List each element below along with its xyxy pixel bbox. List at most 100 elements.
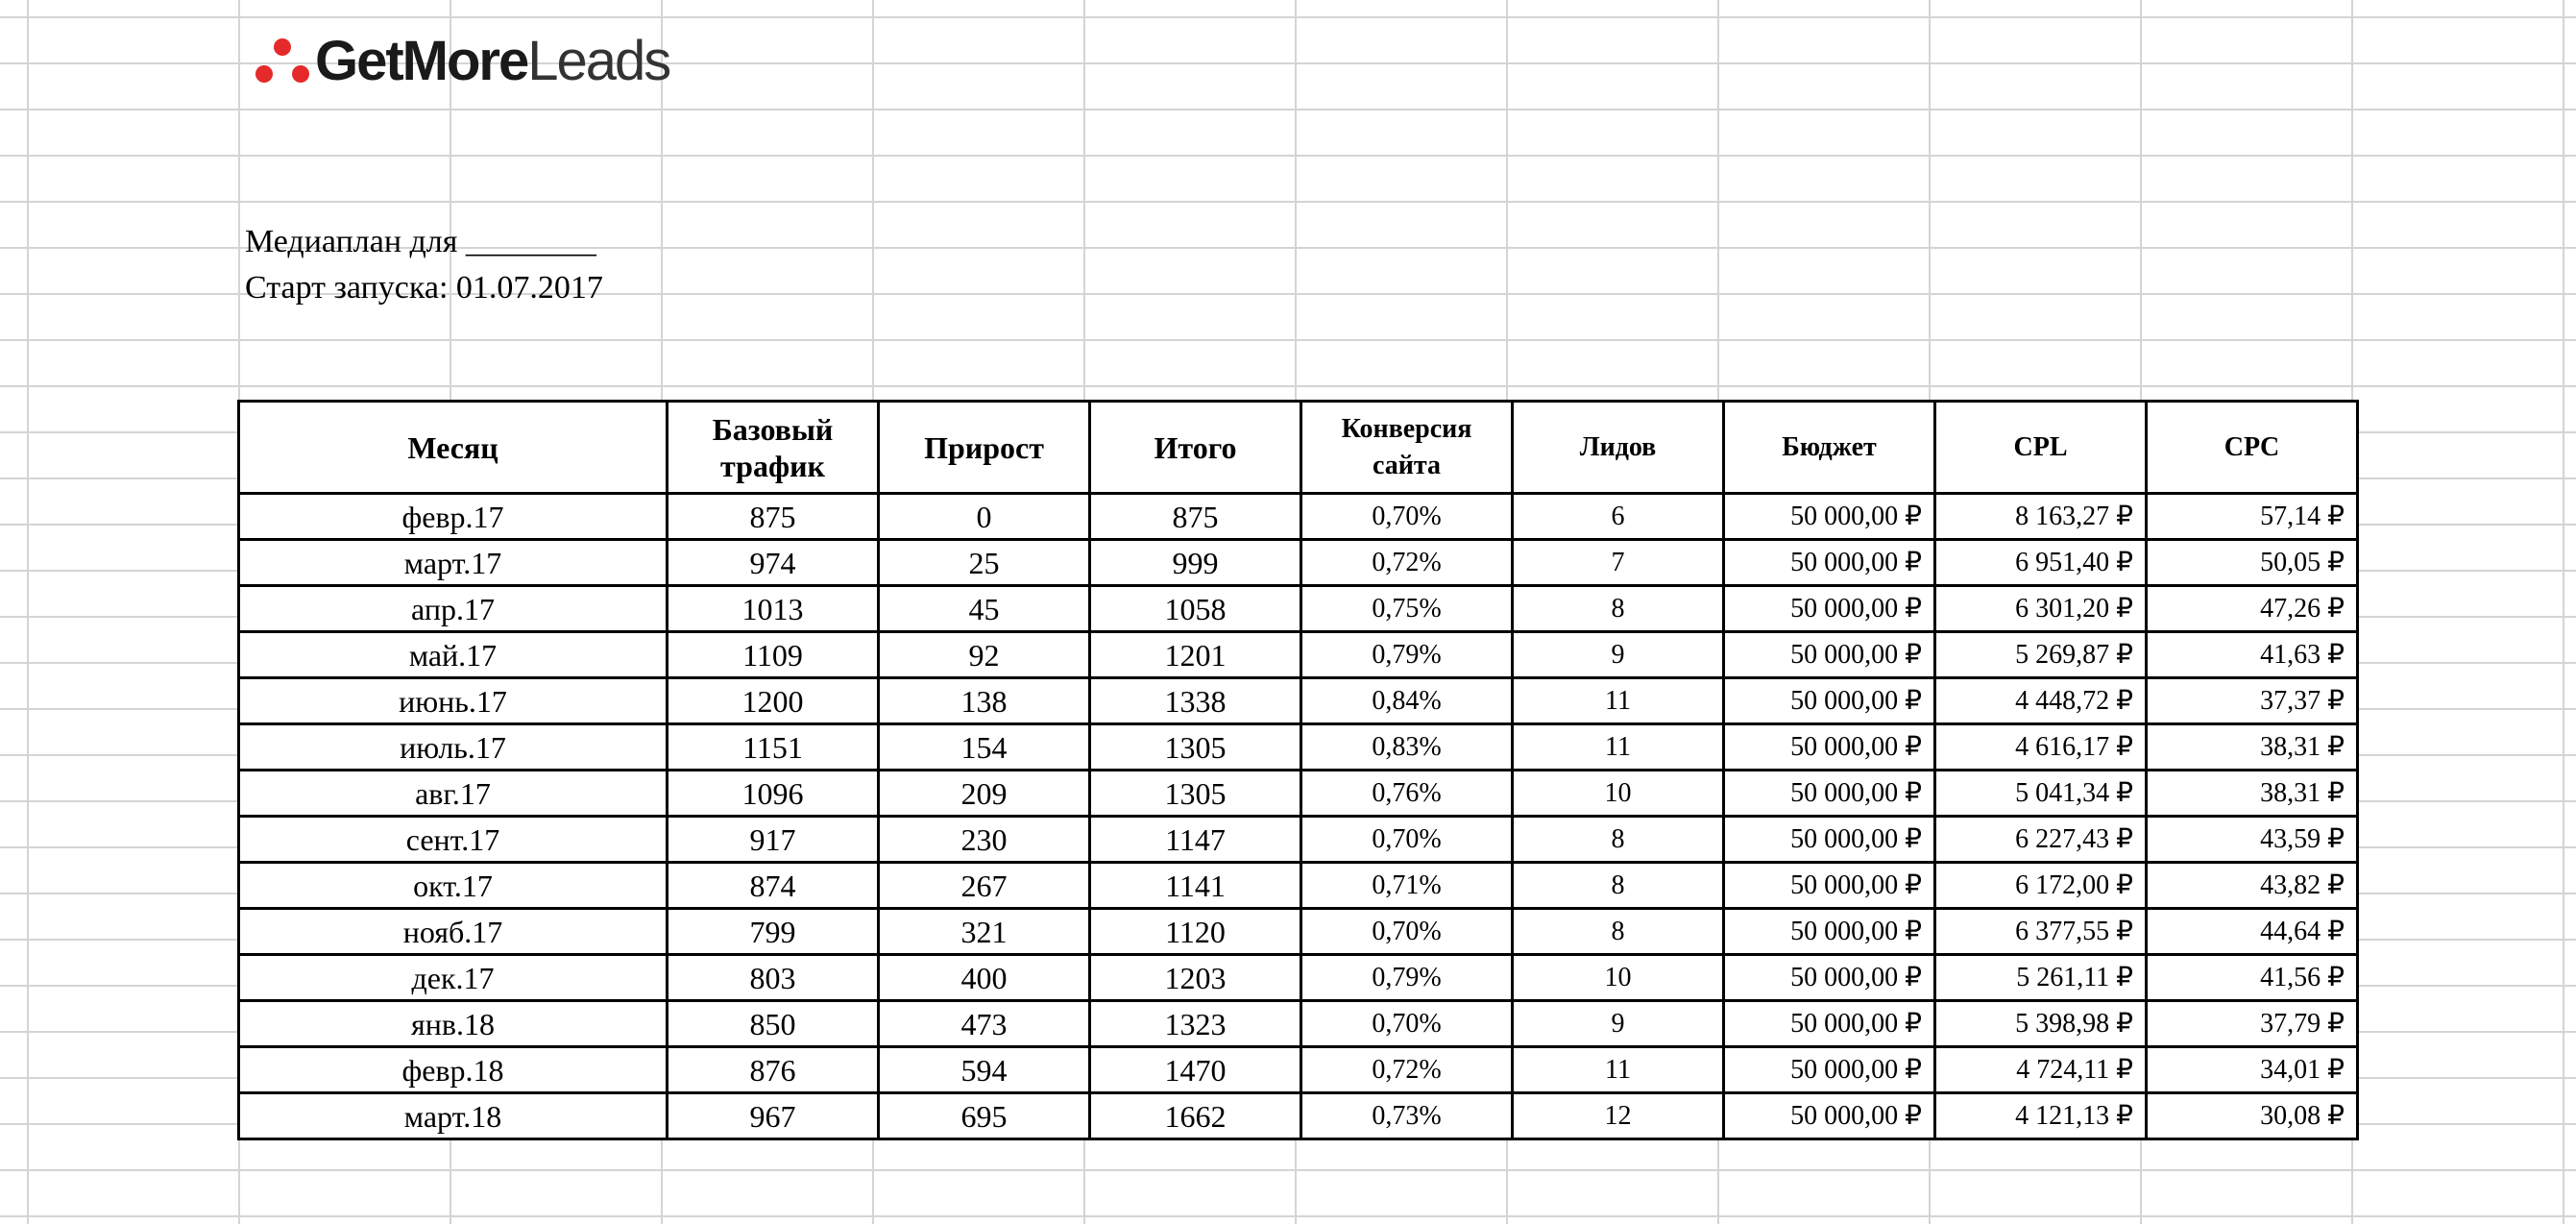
cell-site-conversion[interactable]: 0,84% <box>1300 676 1514 725</box>
cell-month[interactable]: февр.18 <box>237 1045 668 1094</box>
cell-base-traffic[interactable]: 1109 <box>666 630 880 679</box>
cell-leads[interactable]: 11 <box>1511 722 1725 771</box>
cell-leads[interactable]: 6 <box>1511 492 1725 541</box>
cell-month[interactable]: сент.17 <box>237 815 668 864</box>
cell-base-traffic[interactable]: 1013 <box>666 584 880 633</box>
cell-growth[interactable]: 230 <box>877 815 1091 864</box>
cell-cpl[interactable]: 4 616,17 ₽ <box>1933 722 2148 771</box>
cell-total[interactable]: 1338 <box>1088 676 1302 725</box>
cell-base-traffic[interactable]: 803 <box>666 953 880 1002</box>
cell-growth[interactable]: 400 <box>877 953 1091 1002</box>
column-header-cpl[interactable]: CPL <box>1933 400 2148 495</box>
cell-leads[interactable]: 11 <box>1511 676 1725 725</box>
cell-base-traffic[interactable]: 1200 <box>666 676 880 725</box>
cell-total[interactable]: 1120 <box>1088 907 1302 956</box>
cell-site-conversion[interactable]: 0,70% <box>1300 999 1514 1048</box>
cell-base-traffic[interactable]: 874 <box>666 861 880 910</box>
cell-budget[interactable]: 50 000,00 ₽ <box>1722 769 1936 818</box>
cell-growth[interactable]: 154 <box>877 722 1091 771</box>
cell-cpl[interactable]: 6 951,40 ₽ <box>1933 538 2148 587</box>
cell-cpl[interactable]: 6 227,43 ₽ <box>1933 815 2148 864</box>
cell-leads[interactable]: 8 <box>1511 907 1725 956</box>
cell-site-conversion[interactable]: 0,75% <box>1300 584 1514 633</box>
cell-budget[interactable]: 50 000,00 ₽ <box>1722 815 1936 864</box>
cell-growth[interactable]: 25 <box>877 538 1091 587</box>
column-header-total[interactable]: Итого <box>1088 400 1302 495</box>
cell-leads[interactable]: 8 <box>1511 861 1725 910</box>
cell-budget[interactable]: 50 000,00 ₽ <box>1722 538 1936 587</box>
cell-total[interactable]: 1141 <box>1088 861 1302 910</box>
cell-month[interactable]: март.18 <box>237 1091 668 1140</box>
cell-site-conversion[interactable]: 0,71% <box>1300 861 1514 910</box>
cell-budget[interactable]: 50 000,00 ₽ <box>1722 907 1936 956</box>
column-header-site-conversion[interactable]: Конверсия сайта <box>1300 400 1514 495</box>
cell-base-traffic[interactable]: 850 <box>666 999 880 1048</box>
cell-month[interactable]: окт.17 <box>237 861 668 910</box>
cell-site-conversion[interactable]: 0,76% <box>1300 769 1514 818</box>
cell-cpc[interactable]: 41,56 ₽ <box>2145 953 2359 1002</box>
cell-total[interactable]: 1147 <box>1088 815 1302 864</box>
column-header-cpc[interactable]: CPC <box>2145 400 2359 495</box>
column-header-growth[interactable]: Прирост <box>877 400 1091 495</box>
cell-cpl[interactable]: 4 121,13 ₽ <box>1933 1091 2148 1140</box>
cell-growth[interactable]: 321 <box>877 907 1091 956</box>
cell-leads[interactable]: 10 <box>1511 953 1725 1002</box>
cell-cpc[interactable]: 47,26 ₽ <box>2145 584 2359 633</box>
cell-cpc[interactable]: 43,82 ₽ <box>2145 861 2359 910</box>
cell-budget[interactable]: 50 000,00 ₽ <box>1722 953 1936 1002</box>
cell-budget[interactable]: 50 000,00 ₽ <box>1722 630 1936 679</box>
cell-month[interactable]: дек.17 <box>237 953 668 1002</box>
cell-growth[interactable]: 92 <box>877 630 1091 679</box>
cell-total[interactable]: 1058 <box>1088 584 1302 633</box>
cell-base-traffic[interactable]: 799 <box>666 907 880 956</box>
cell-budget[interactable]: 50 000,00 ₽ <box>1722 999 1936 1048</box>
cell-site-conversion[interactable]: 0,70% <box>1300 492 1514 541</box>
cell-leads[interactable]: 12 <box>1511 1091 1725 1140</box>
cell-base-traffic[interactable]: 876 <box>666 1045 880 1094</box>
cell-month[interactable]: янв.18 <box>237 999 668 1048</box>
cell-total[interactable]: 1305 <box>1088 769 1302 818</box>
cell-cpl[interactable]: 6 172,00 ₽ <box>1933 861 2148 910</box>
cell-base-traffic[interactable]: 875 <box>666 492 880 541</box>
cell-leads[interactable]: 7 <box>1511 538 1725 587</box>
cell-site-conversion[interactable]: 0,72% <box>1300 538 1514 587</box>
cell-total[interactable]: 875 <box>1088 492 1302 541</box>
cell-growth[interactable]: 594 <box>877 1045 1091 1094</box>
cell-budget[interactable]: 50 000,00 ₽ <box>1722 1091 1936 1140</box>
cell-site-conversion[interactable]: 0,83% <box>1300 722 1514 771</box>
cell-total[interactable]: 1201 <box>1088 630 1302 679</box>
cell-cpc[interactable]: 34,01 ₽ <box>2145 1045 2359 1094</box>
cell-cpl[interactable]: 8 163,27 ₽ <box>1933 492 2148 541</box>
cell-base-traffic[interactable]: 917 <box>666 815 880 864</box>
cell-cpl[interactable]: 4 724,11 ₽ <box>1933 1045 2148 1094</box>
cell-leads[interactable]: 8 <box>1511 815 1725 864</box>
cell-cpl[interactable]: 6 301,20 ₽ <box>1933 584 2148 633</box>
cell-budget[interactable]: 50 000,00 ₽ <box>1722 676 1936 725</box>
cell-cpc[interactable]: 43,59 ₽ <box>2145 815 2359 864</box>
cell-cpc[interactable]: 41,63 ₽ <box>2145 630 2359 679</box>
cell-base-traffic[interactable]: 967 <box>666 1091 880 1140</box>
cell-growth[interactable]: 45 <box>877 584 1091 633</box>
cell-cpl[interactable]: 5 398,98 ₽ <box>1933 999 2148 1048</box>
cell-leads[interactable]: 9 <box>1511 630 1725 679</box>
cell-month[interactable]: май.17 <box>237 630 668 679</box>
cell-leads[interactable]: 8 <box>1511 584 1725 633</box>
mediaplan-title[interactable]: Медиаплан для ________ <box>245 224 596 259</box>
cell-cpl[interactable]: 5 269,87 ₽ <box>1933 630 2148 679</box>
cell-base-traffic[interactable]: 1096 <box>666 769 880 818</box>
cell-site-conversion[interactable]: 0,70% <box>1300 815 1514 864</box>
cell-total[interactable]: 1470 <box>1088 1045 1302 1094</box>
cell-budget[interactable]: 50 000,00 ₽ <box>1722 584 1936 633</box>
cell-month[interactable]: июнь.17 <box>237 676 668 725</box>
cell-cpl[interactable]: 6 377,55 ₽ <box>1933 907 2148 956</box>
cell-cpc[interactable]: 30,08 ₽ <box>2145 1091 2359 1140</box>
cell-total[interactable]: 1305 <box>1088 722 1302 771</box>
column-header-leads[interactable]: Лидов <box>1511 400 1725 495</box>
cell-site-conversion[interactable]: 0,72% <box>1300 1045 1514 1094</box>
cell-growth[interactable]: 267 <box>877 861 1091 910</box>
cell-growth[interactable]: 138 <box>877 676 1091 725</box>
cell-cpc[interactable]: 38,31 ₽ <box>2145 769 2359 818</box>
cell-growth[interactable]: 209 <box>877 769 1091 818</box>
cell-growth[interactable]: 0 <box>877 492 1091 541</box>
cell-month[interactable]: авг.17 <box>237 769 668 818</box>
